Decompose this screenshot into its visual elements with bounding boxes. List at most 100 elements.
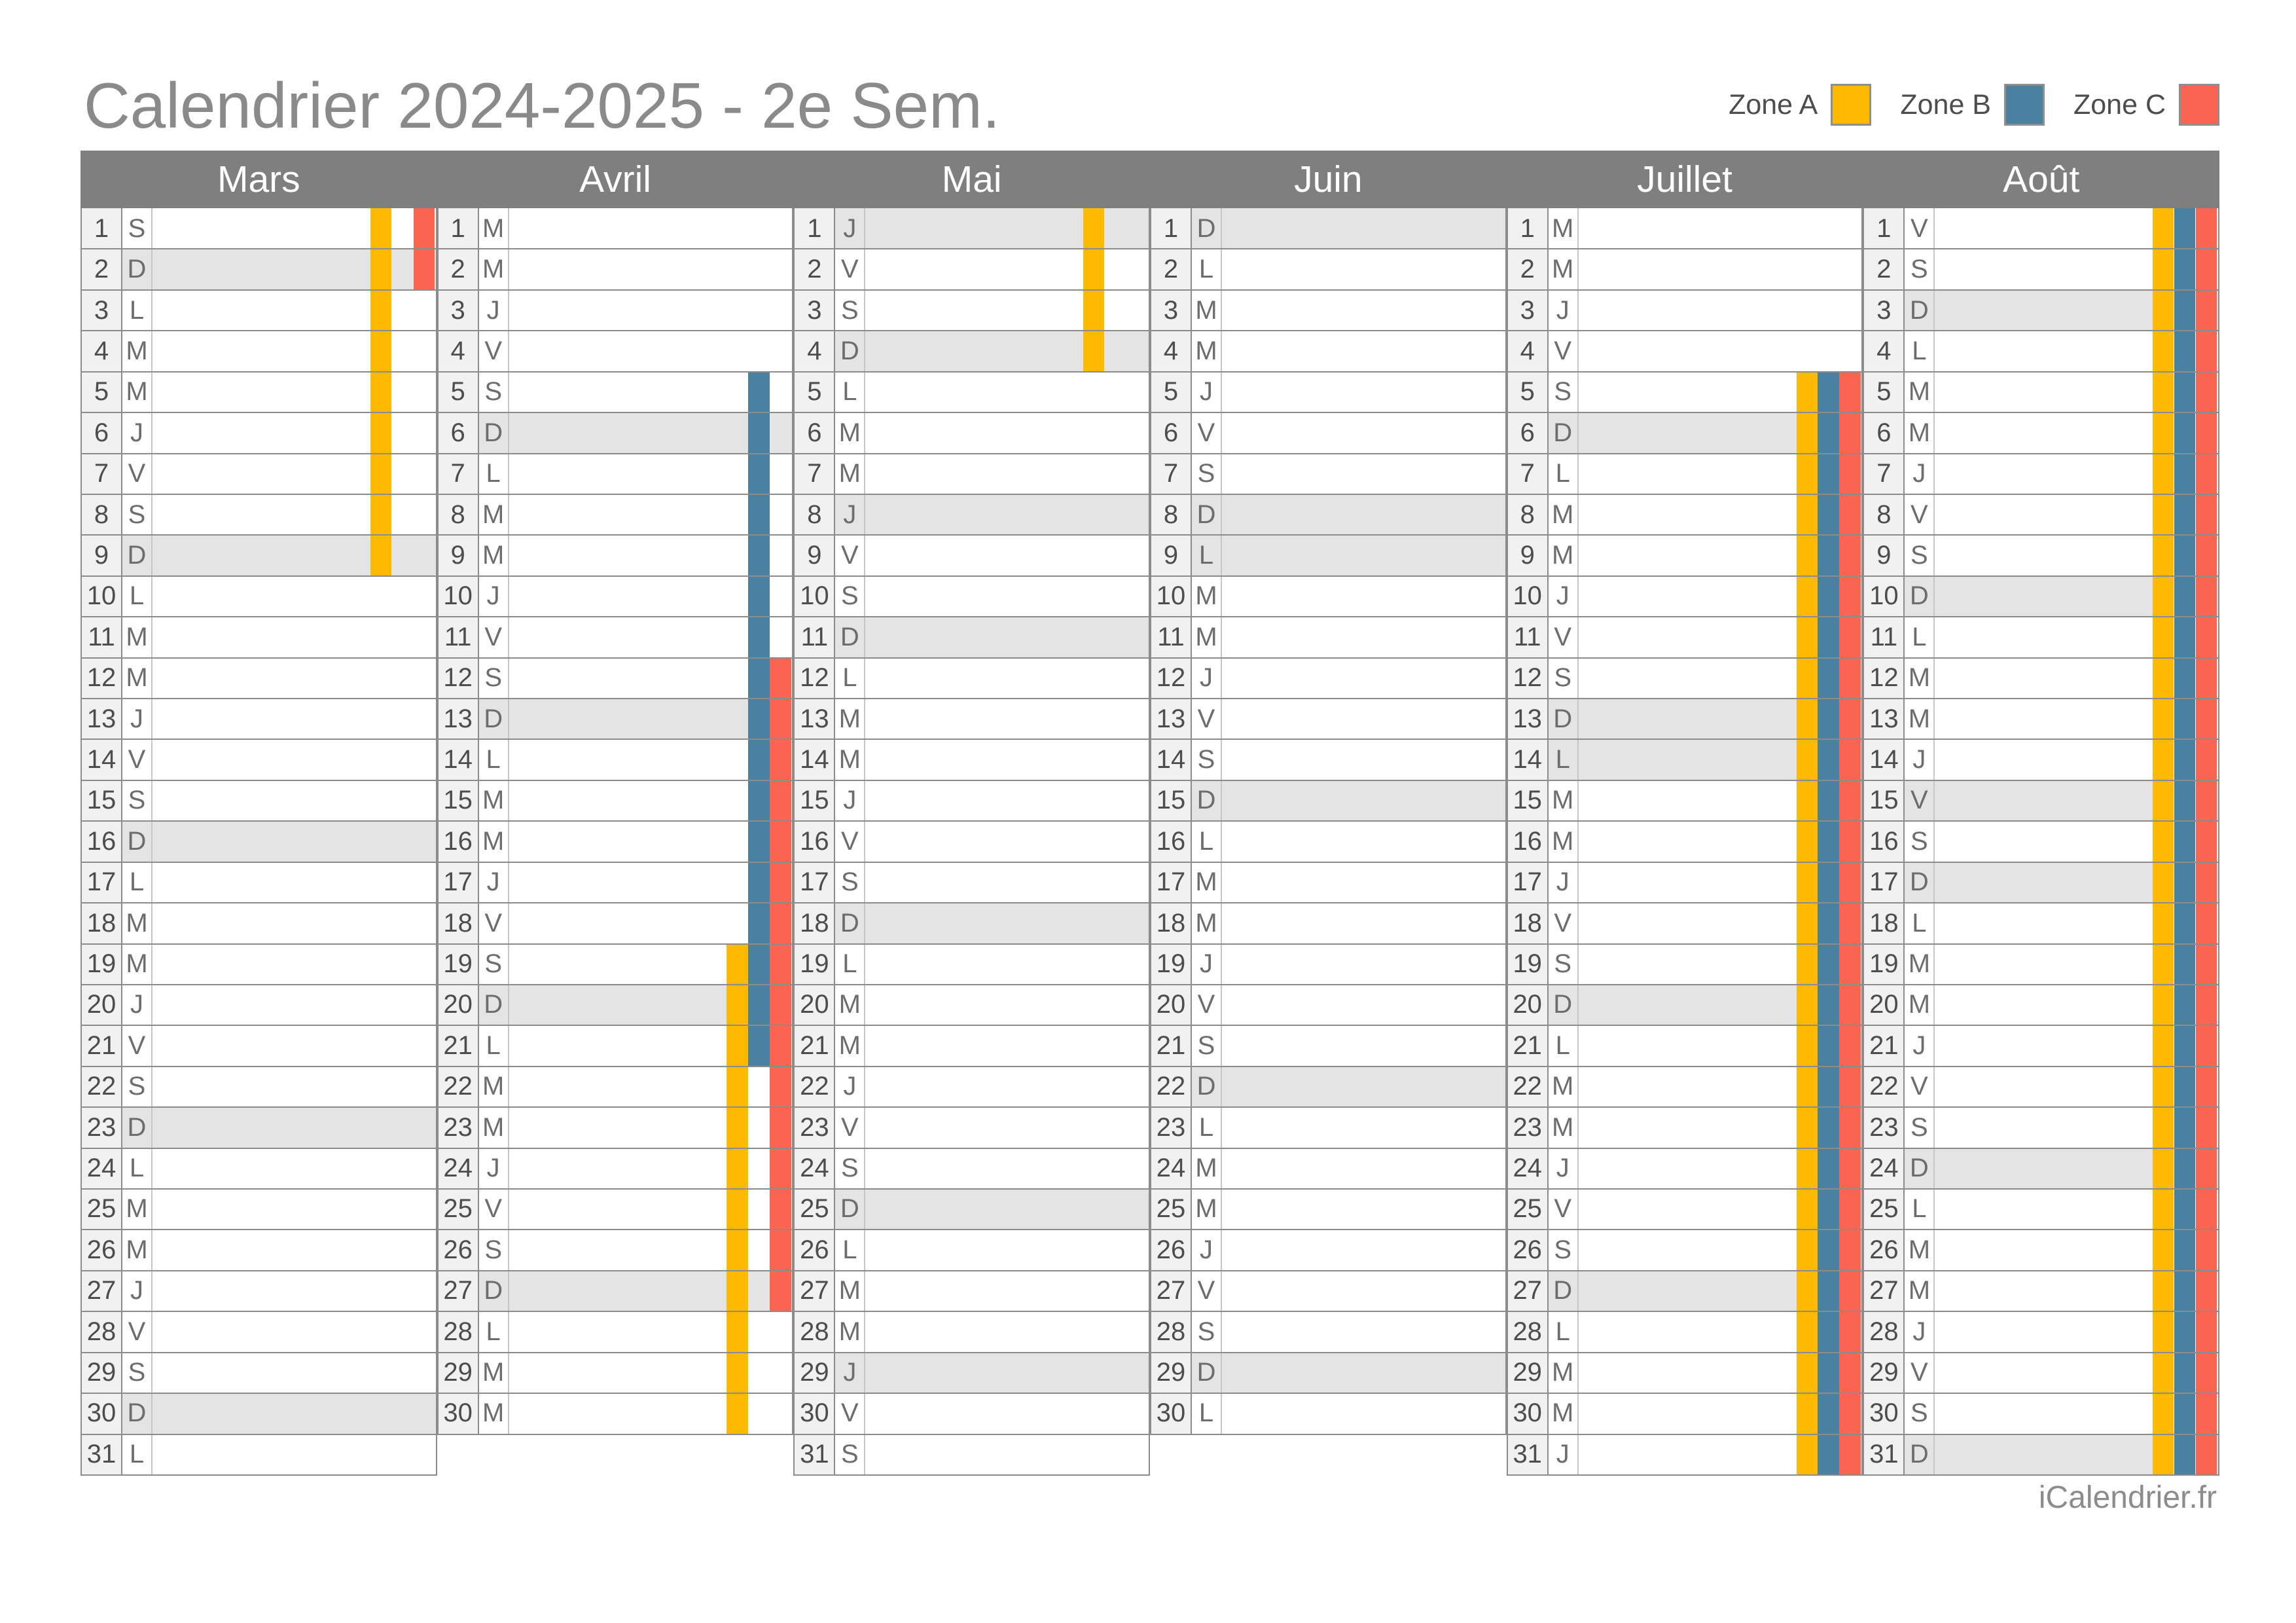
day-content <box>152 535 437 576</box>
day-number: 6 <box>1864 412 1905 454</box>
day-row-30: 30 L <box>1150 1393 1507 1434</box>
day-content <box>865 453 1151 494</box>
grid-line <box>437 1106 794 1108</box>
month-column-juin: Juin 1 D 2 L 3 M 4 M 5 J 6 V 7 S 8 D 9 L 10 M 11 M 12 J 13 V 14 S 15 D… <box>1150 151 1507 1475</box>
day-letter: M <box>478 535 509 576</box>
day-content <box>865 1066 1151 1107</box>
grid-line <box>437 1229 794 1231</box>
grid-line <box>793 943 1151 945</box>
day-letter: L <box>1548 1025 1579 1067</box>
day-content <box>152 657 437 699</box>
grid-line <box>1863 698 2220 700</box>
day-row-27: 27 V <box>1150 1270 1507 1311</box>
day-row-20: 20 V <box>1150 984 1507 1026</box>
day-content <box>152 1025 437 1067</box>
day-content <box>509 535 794 576</box>
day-content <box>509 739 794 780</box>
day-number: 22 <box>1507 1066 1549 1107</box>
legend-label-zone-a: Zone A <box>1729 88 1818 120</box>
day-content <box>152 821 437 862</box>
day-content <box>865 617 1151 658</box>
day-number: 29 <box>1151 1352 1193 1393</box>
day-row-17: 17 L <box>81 862 437 903</box>
day-letter: D <box>1548 984 1579 1026</box>
day-number: 22 <box>438 1066 479 1107</box>
day-number: 4 <box>1151 331 1193 372</box>
day-row-25: 25 M <box>81 1188 437 1230</box>
day-letter: M <box>478 494 509 536</box>
day-row-17: 17 J <box>437 862 794 903</box>
day-content <box>152 739 437 780</box>
grid-line <box>1863 1065 2220 1067</box>
day-row-20: 20 J <box>81 984 437 1026</box>
day-number: 24 <box>438 1148 479 1189</box>
day-number: 24 <box>795 1148 836 1189</box>
grid-line <box>1506 493 1863 495</box>
day-row-12: 12 S <box>437 657 794 699</box>
day-content <box>1222 453 1507 494</box>
day-row-11: 11 M <box>81 617 437 658</box>
grid-line <box>1863 371 2220 373</box>
day-content <box>152 1188 437 1230</box>
day-number: 24 <box>82 1148 122 1189</box>
day-letter: S <box>1548 1230 1579 1271</box>
day-letter: L <box>835 943 866 985</box>
grid-line <box>437 820 794 822</box>
day-letter: D <box>122 249 152 290</box>
day-content <box>509 575 794 617</box>
day-letter: V <box>122 739 152 780</box>
day-row-31: 31 S <box>793 1434 1151 1475</box>
day-letter: M <box>835 453 866 494</box>
grid-line <box>1863 943 2220 945</box>
day-number: 21 <box>795 1025 836 1067</box>
day-letter: D <box>122 535 152 576</box>
day-letter: J <box>1548 1434 1579 1475</box>
day-letter: M <box>122 1230 152 1271</box>
grid-line <box>1863 1269 2220 1271</box>
day-number: 12 <box>1151 657 1193 699</box>
grid-line <box>793 1351 1151 1353</box>
day-content <box>509 617 794 658</box>
grid-line <box>81 779 437 781</box>
grid-line <box>793 779 1151 781</box>
grid-line <box>1506 452 1863 454</box>
day-number: 28 <box>438 1311 479 1353</box>
day-number: 9 <box>795 535 836 576</box>
grid-line <box>793 1311 1151 1313</box>
day-content <box>865 698 1151 740</box>
day-content <box>1222 412 1507 454</box>
day-content <box>1222 331 1507 372</box>
grid-line <box>437 1311 794 1313</box>
day-letter: M <box>1548 1352 1579 1393</box>
day-letter: M <box>1548 1106 1579 1148</box>
grid-line <box>437 739 794 740</box>
day-number: 12 <box>1864 657 1905 699</box>
grid-line <box>81 657 437 659</box>
day-letter: V <box>122 1311 152 1353</box>
day-row-12: 12 L <box>793 657 1151 699</box>
grid-line <box>1506 1474 1863 1476</box>
day-letter: M <box>1548 1066 1579 1107</box>
day-letter: V <box>1192 984 1223 1026</box>
day-letter: D <box>122 821 152 862</box>
day-letter: M <box>1905 412 1935 454</box>
grid-line <box>81 1065 437 1067</box>
month-column-avril: Avril 1 M 2 M 3 J 4 V 5 S 6 D 7 L 8 M 9 M 10 J 11 V 12 S 13 D 14 L 15… <box>437 151 794 1475</box>
day-letter: J <box>1192 943 1223 985</box>
day-letter: S <box>835 862 866 903</box>
day-row-22: 22 D <box>1150 1066 1507 1107</box>
day-content <box>865 289 1151 331</box>
day-row-18: 18 M <box>1150 902 1507 944</box>
day-content <box>1222 739 1507 780</box>
day-letter: M <box>1548 208 1579 249</box>
day-letter: M <box>1905 1230 1935 1271</box>
day-content <box>152 1311 437 1353</box>
day-number: 18 <box>1864 902 1905 944</box>
day-number: 26 <box>438 1230 479 1271</box>
day-content <box>865 1352 1151 1393</box>
day-number: 17 <box>1151 862 1193 903</box>
day-letter: V <box>1905 780 1935 822</box>
